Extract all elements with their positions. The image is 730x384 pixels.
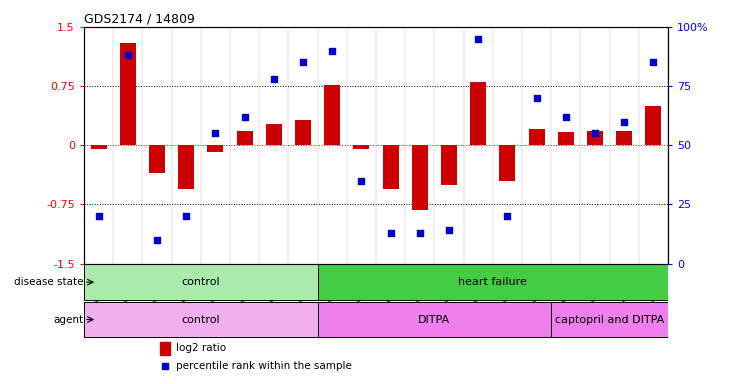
Bar bbox=[84, 301, 318, 338]
Bar bbox=[616, 131, 632, 145]
Bar bbox=[207, 145, 223, 152]
Point bbox=[618, 118, 630, 124]
Bar bbox=[91, 145, 107, 149]
Point bbox=[180, 213, 192, 219]
Point bbox=[239, 114, 250, 120]
Bar bbox=[383, 145, 399, 189]
Bar bbox=[295, 120, 311, 145]
Point bbox=[297, 59, 309, 65]
Point bbox=[356, 178, 367, 184]
Bar bbox=[558, 132, 574, 145]
Point bbox=[385, 230, 396, 236]
Bar bbox=[587, 131, 603, 145]
Bar bbox=[324, 85, 340, 145]
Text: heart failure: heart failure bbox=[458, 277, 527, 287]
Point bbox=[531, 95, 542, 101]
Point bbox=[268, 76, 280, 82]
Point bbox=[648, 59, 659, 65]
Bar bbox=[178, 145, 194, 189]
Point bbox=[472, 36, 484, 42]
Text: DITPA: DITPA bbox=[418, 314, 450, 324]
Point bbox=[589, 130, 601, 136]
Bar bbox=[529, 129, 545, 145]
Bar bbox=[412, 145, 428, 210]
Bar bbox=[441, 145, 457, 185]
Bar bbox=[237, 131, 253, 145]
Bar bbox=[266, 124, 282, 145]
Bar bbox=[645, 106, 661, 145]
Point bbox=[326, 48, 338, 54]
Text: captopril and DITPA: captopril and DITPA bbox=[555, 314, 664, 324]
Bar bbox=[149, 145, 165, 173]
Text: log2 ratio: log2 ratio bbox=[176, 343, 226, 353]
Bar bbox=[470, 82, 486, 145]
Bar bbox=[499, 145, 515, 181]
Bar bbox=[353, 145, 369, 149]
Text: percentile rank within the sample: percentile rank within the sample bbox=[176, 361, 352, 371]
Bar bbox=[84, 264, 318, 300]
Point bbox=[159, 363, 171, 369]
Text: agent: agent bbox=[54, 314, 84, 324]
Point bbox=[151, 237, 163, 243]
Text: control: control bbox=[182, 314, 220, 324]
Point bbox=[414, 230, 426, 236]
Bar bbox=[318, 301, 551, 338]
Point bbox=[122, 52, 134, 58]
Point bbox=[210, 130, 221, 136]
Text: control: control bbox=[182, 277, 220, 287]
Text: disease state: disease state bbox=[15, 277, 84, 287]
Point bbox=[502, 213, 513, 219]
Text: GDS2174 / 14809: GDS2174 / 14809 bbox=[84, 13, 195, 26]
Bar bbox=[551, 301, 668, 338]
Point bbox=[93, 213, 104, 219]
Bar bbox=[120, 43, 136, 145]
Bar bbox=[318, 264, 668, 300]
Point bbox=[560, 114, 572, 120]
Bar bbox=[160, 342, 170, 355]
Point bbox=[443, 227, 455, 233]
